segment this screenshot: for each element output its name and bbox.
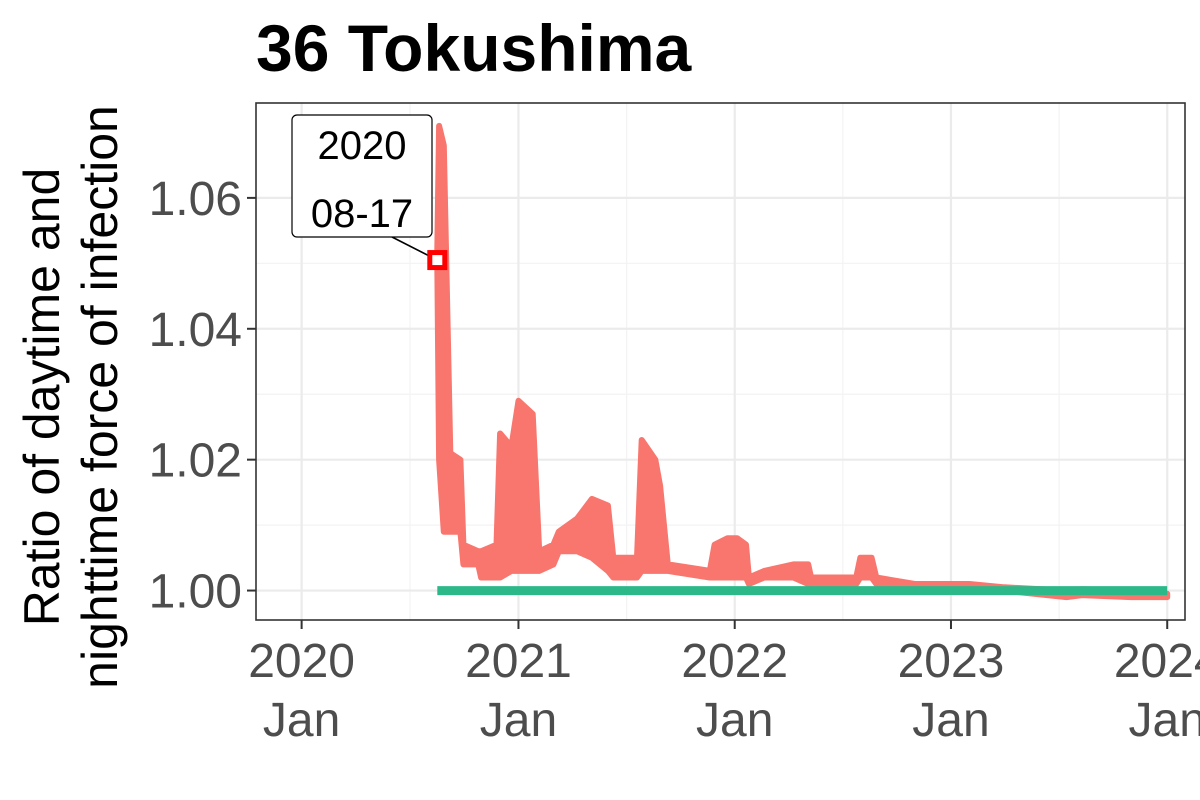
panel-border <box>255 102 1186 621</box>
x-tick-label-year: 2020 <box>248 635 355 688</box>
x-axis: 2020 Jan 2021 Jan 2022 Jan 2023 Jan 2024 Jan <box>248 620 1200 747</box>
series-layer <box>434 122 1171 601</box>
y-tick-label: 1.02 <box>149 435 242 488</box>
x-tick-label-year: 2022 <box>681 635 788 688</box>
annotation: 2020 08-17 <box>291 114 448 271</box>
x-tick-label-month: Jan <box>263 694 340 747</box>
minor-gridlines <box>256 103 1185 620</box>
x-tick-label-month: Jan <box>1129 694 1200 747</box>
x-tick-label-month: Jan <box>480 694 557 747</box>
x-tick-label-year: 2023 <box>898 635 1005 688</box>
annotation-label-year: 2020 <box>318 124 407 168</box>
y-axis: 1.00 1.02 1.04 1.06 <box>149 173 256 619</box>
series-0-band <box>434 122 1171 601</box>
chart-title: 36 Tokushima <box>256 11 693 85</box>
x-tick-label-month: Jan <box>912 694 989 747</box>
x-tick-label-year: 2024 <box>1114 635 1200 688</box>
y-axis-label-line-1: Ratio of daytime and <box>14 168 70 627</box>
x-tick-label-month: Jan <box>696 694 773 747</box>
annotation-marker <box>427 250 448 271</box>
annotation-label-box <box>291 114 433 238</box>
x-tick-label-year: 2021 <box>465 635 572 688</box>
plot-panel: 2020 08-17 <box>255 102 1186 621</box>
y-tick-label: 1.00 <box>149 566 242 619</box>
y-axis-label-line-2: nighttime force of infection <box>72 105 128 689</box>
y-tick-label: 1.04 <box>149 304 242 357</box>
annotation-label-date: 08-17 <box>311 192 413 236</box>
y-tick-label: 1.06 <box>149 173 242 226</box>
